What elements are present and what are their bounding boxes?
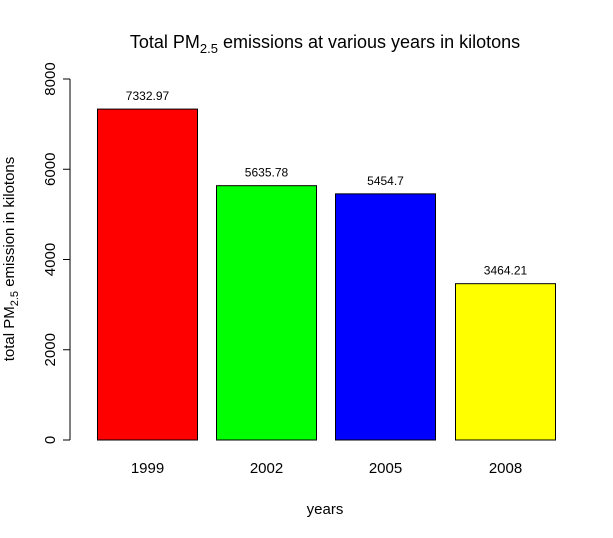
x-tick-label: 2002 [250, 460, 283, 477]
chart-title-rest: emissions at various years in kilotons [218, 32, 520, 52]
x-tick-label: 1999 [131, 460, 164, 477]
bar-2008 [455, 283, 556, 441]
y-tick-label: 8000 [42, 62, 59, 95]
bar-value-label: 3464.21 [484, 264, 528, 278]
y-axis: 0 2000 4000 6000 8000 [42, 62, 71, 444]
bar-value-label: 5454.7 [367, 174, 404, 188]
bar-value-label: 5635.78 [245, 166, 289, 180]
bar-1999 [97, 108, 198, 441]
y-axis-label-main: total PM [1, 306, 18, 361]
y-tick-label: 0 [42, 436, 59, 444]
x-tick-label: 2008 [489, 460, 522, 477]
y-axis-label: total PM2.5 emission in kilotons [1, 157, 21, 362]
bars-group [97, 108, 556, 441]
bar-value-label: 7332.97 [126, 89, 170, 103]
chart-title: Total PM2.5 emissions at various years i… [130, 32, 520, 56]
y-axis-label-rest: emission in kilotons [1, 157, 18, 291]
y-tick-label: 6000 [42, 153, 59, 186]
y-axis-label-subscript: 2.5 [9, 291, 21, 306]
chart-title-subscript: 2.5 [200, 41, 218, 56]
chart-title-main: Total PM [130, 32, 200, 52]
x-tick-labels: 1999 2002 2005 2008 [131, 460, 522, 477]
y-tick-label: 2000 [42, 333, 59, 366]
bar-2002 [216, 185, 317, 441]
bar-2005 [335, 193, 436, 441]
x-axis-label: years [307, 501, 344, 518]
y-tick-label: 4000 [42, 243, 59, 276]
bar-value-labels: 7332.97 5635.78 5454.7 3464.21 [126, 89, 528, 278]
x-tick-label: 2005 [369, 460, 402, 477]
